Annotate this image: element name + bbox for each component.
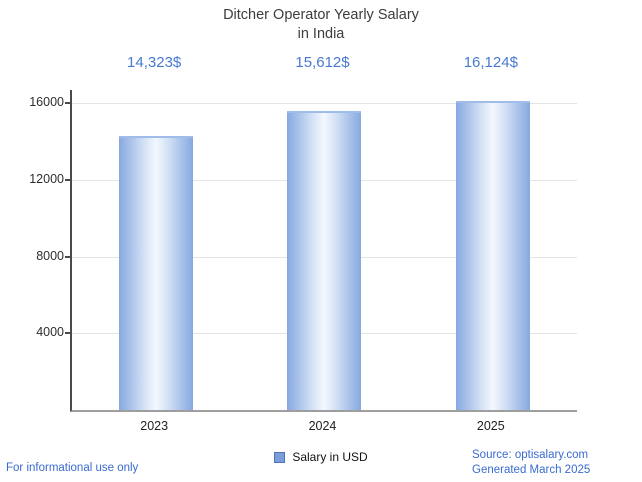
- plot-area: 4000 8000 12000 16000: [29, 90, 577, 412]
- x-tick-label: 2024: [308, 419, 337, 433]
- x-tick-label: 2023: [140, 419, 169, 433]
- bar-value-label: 14,323$: [127, 54, 182, 71]
- footer-disclaimer: For informational use only: [6, 462, 139, 474]
- gridline: [72, 103, 577, 105]
- x-tick-label: 2025: [476, 419, 505, 433]
- y-tick-mark: [65, 179, 71, 182]
- bar-2023: [119, 135, 194, 410]
- bar-column: [72, 90, 240, 410]
- y-tick-mark: [65, 255, 71, 258]
- bar-2025: [455, 101, 530, 410]
- chart-title: Ditcher Operator Yearly Salary in India: [0, 6, 642, 44]
- y-tick-label: 16000: [29, 95, 64, 110]
- chart-title-line1: Ditcher Operator Yearly Salary: [223, 7, 419, 23]
- bar-value-label: 16,124$: [463, 54, 518, 71]
- y-tick-mark: [65, 102, 71, 105]
- bars: [72, 90, 577, 410]
- y-tick-label: 8000: [36, 248, 64, 263]
- y-tick-mark: [65, 332, 71, 335]
- source-link[interactable]: Source: optisalary.com: [472, 449, 589, 462]
- y-tick-label: 4000: [36, 325, 64, 340]
- bar-column: [240, 90, 408, 410]
- generated-date: Generated March 2025: [472, 463, 591, 476]
- bar-column: [409, 90, 577, 410]
- legend-label: Salary in USD: [292, 450, 368, 464]
- footer-source-block: Source: optisalary.com Generated March 2…: [472, 448, 590, 477]
- legend: Salary in USD: [0, 450, 642, 464]
- x-axis-labels: 2023 2024 2025: [70, 419, 575, 433]
- y-tick-label: 12000: [29, 172, 64, 187]
- bar-2024: [287, 110, 362, 410]
- legend-swatch-icon: [274, 451, 286, 463]
- value-labels: 14,323$ 15,612$ 16,124$: [70, 54, 575, 71]
- bar-value-label: 15,612$: [295, 54, 350, 71]
- chart-title-line2: in India: [297, 25, 345, 42]
